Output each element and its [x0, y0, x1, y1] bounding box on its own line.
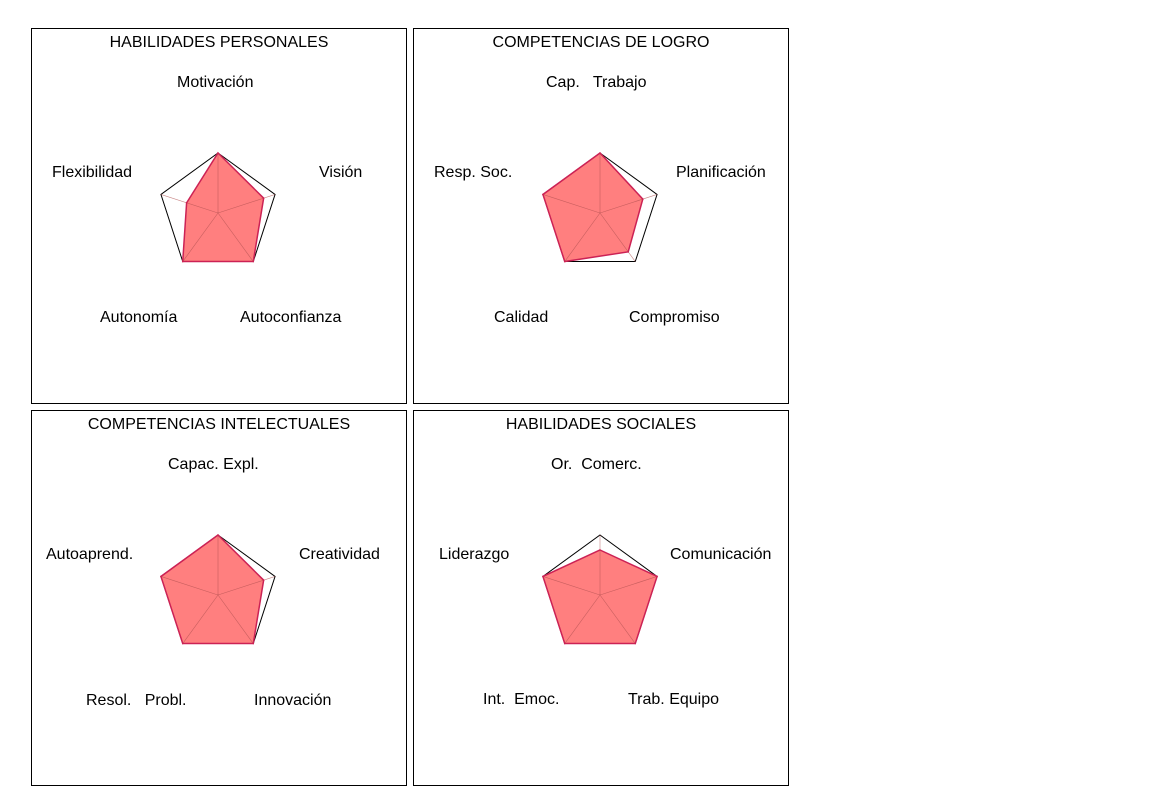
radar-point	[181, 642, 184, 645]
axis-label-liderazgo: Liderazgo	[439, 546, 510, 563]
chart-title: HABILIDADES SOCIALES	[505, 416, 697, 433]
radar-chart	[542, 534, 658, 645]
axis-label-creatividad: Creatividad	[299, 546, 380, 563]
radar-spoke	[599, 594, 636, 644]
radar-panel-competencias-de-logro: COMPETENCIAS DE LOGRO Cap. Trabajo Plani…	[413, 28, 789, 404]
radar-point	[160, 575, 162, 578]
axis-label-vision: Visión	[319, 164, 363, 181]
radar-panel-competencias-intelectuales: COMPETENCIAS INTELECTUALES Capac. Expl. …	[31, 410, 407, 786]
radar-spoke	[599, 576, 658, 596]
radar-point	[542, 575, 544, 578]
radar-chart	[542, 152, 658, 263]
radar-panel-habilidades-sociales: HABILIDADES SOCIALES Or. Comerc. Comunic…	[413, 410, 789, 786]
axis-label-or-comerc: Or. Comerc.	[551, 456, 642, 473]
radar-spoke	[217, 576, 276, 596]
axis-label-calidad: Calidad	[494, 309, 549, 326]
axis-label-autoconfianza: Autoconfianza	[240, 309, 342, 326]
radar-series-area	[542, 549, 658, 645]
radar-series-area	[542, 152, 644, 263]
axis-label-trab-equipo: Trab. Equipo	[628, 691, 720, 708]
radar-point	[656, 575, 658, 578]
axis-label-int-emoc: Int. Emoc.	[483, 691, 560, 708]
radar-point	[262, 579, 265, 581]
axis-label-autoaprend: Autoaprend.	[46, 546, 134, 563]
radar-chart	[160, 534, 276, 645]
radar-panel-habilidades-personales: HABILIDADES PERSONALES Motivación Visión…	[31, 28, 407, 404]
radar-point	[181, 260, 184, 263]
radar-point	[627, 251, 630, 253]
radar-spoke	[542, 194, 601, 214]
axis-label-planificacion: Planificación	[676, 164, 766, 181]
radar-point	[185, 202, 188, 204]
radar-series-area	[160, 534, 265, 645]
radar-point	[262, 197, 265, 199]
axis-label-cap-trabajo: Cap. Trabajo	[546, 74, 647, 91]
radar-point	[217, 152, 219, 154]
axis-label-autonomia: Autonomía	[100, 309, 178, 326]
axis-label-comunicacion: Comunicación	[670, 546, 772, 563]
radar-spoke	[182, 594, 219, 644]
radar-point	[252, 260, 255, 263]
radar-point	[217, 534, 219, 536]
axis-label-motivacion: Motivación	[177, 74, 254, 91]
chart-title: COMPETENCIAS DE LOGRO	[492, 34, 710, 51]
radar-spoke	[599, 212, 636, 262]
radar-point	[634, 642, 637, 645]
radar-spoke	[160, 194, 219, 214]
radar-spoke	[182, 212, 219, 262]
radar-spoke	[217, 212, 254, 262]
radar-point	[542, 193, 544, 196]
radar-point	[599, 549, 601, 551]
radar-spoke	[217, 194, 276, 214]
axis-label-capac-expl: Capac. Expl.	[168, 456, 259, 473]
radar-spoke	[160, 576, 219, 596]
axis-label-resp-soc: Resp. Soc.	[434, 164, 513, 181]
axis-label-innovacion: Innovación	[254, 692, 332, 709]
radar-chart	[160, 151, 276, 263]
axis-label-compromiso: Compromiso	[629, 309, 720, 326]
radar-spoke	[542, 576, 601, 596]
radar-spoke	[217, 594, 254, 644]
radar-spoke	[564, 594, 601, 644]
axis-label-resol-probl: Resol. Probl.	[86, 692, 187, 709]
chart-title: HABILIDADES PERSONALES	[109, 34, 329, 51]
axis-label-flexibilidad: Flexibilidad	[52, 164, 133, 181]
radar-point	[563, 642, 566, 645]
radar-point	[599, 152, 601, 154]
radar-point	[252, 642, 255, 645]
chart-title: COMPETENCIAS INTELECTUALES	[87, 416, 351, 433]
radar-point	[563, 260, 566, 263]
radar-series-area	[181, 151, 265, 263]
radar-spoke	[564, 212, 601, 262]
radar-point	[641, 198, 644, 200]
radar-spoke	[599, 194, 658, 214]
